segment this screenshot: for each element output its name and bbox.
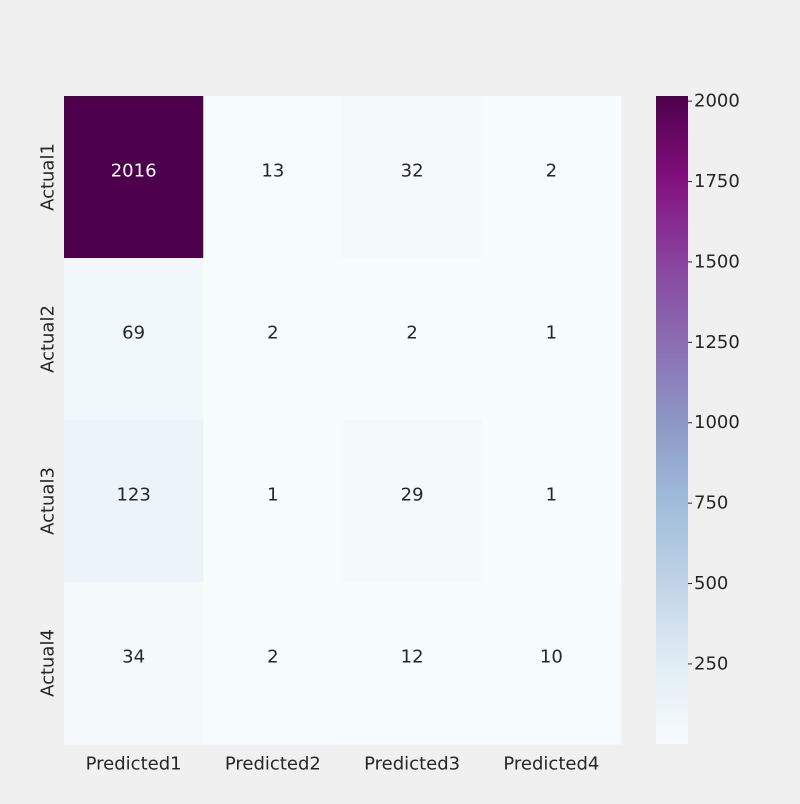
cell-value-label: 34 [122,647,145,668]
heatmap-cell-r2-c1 [64,258,204,421]
y-tick-label: Actual3 [38,467,59,535]
cell-value-label: 29 [401,485,424,506]
heatmap-cell-r2-c2 [203,258,343,421]
heatmap-cell-r4-c3 [342,582,483,745]
cell-value-label: 10 [540,647,563,668]
cell-value-label: 2016 [111,161,157,182]
heatmap-cell-r3-c2 [203,420,343,583]
y-tick-label: Actual4 [38,629,59,697]
heatmap-cell-r2-c3 [342,258,483,421]
y-tick-label: Actual2 [38,305,59,373]
x-tick-labels: Predicted1 Predicted2 Predicted3 Predicted4 [86,754,600,775]
colorbar-tick-label: 2000 [694,91,740,112]
cell-value-label: 2 [267,647,278,668]
cell-value-label: 2 [267,323,278,344]
heatmap-cell-r4-c2 [203,582,343,745]
x-tick-label: Predicted4 [503,754,599,775]
x-tick-label: Predicted3 [364,754,460,775]
colorbar-tick-label: 1750 [694,171,740,192]
cell-value-label: 2 [406,323,417,344]
colorbar-tick-label: 500 [694,573,728,594]
cell-value-label: 1 [546,485,557,506]
cell-value-label: 1 [546,323,557,344]
cell-value-label: 13 [261,161,284,182]
x-tick-label: Predicted1 [86,754,182,775]
cell-value-label: 2 [546,161,557,182]
cell-value-label: 123 [116,485,150,506]
cell-value-label: 32 [401,161,424,182]
heatmap-cell-r1-c1 [64,96,204,259]
colorbar-tick-label: 1000 [694,412,740,433]
cell-value-label: 69 [122,323,145,344]
colorbar-tick-label: 1250 [694,332,740,353]
x-tick-label: Predicted2 [225,754,321,775]
heatmap-cell-r3-c1 [64,420,204,583]
heatmap-cell-r4-c4 [481,582,622,745]
colorbar-tick-label: 250 [694,653,728,674]
y-tick-label: Actual1 [38,143,59,211]
heatmap-cell-r1-c4 [481,96,622,259]
heatmap-cells [64,96,622,745]
cell-value-label: 1 [267,485,278,506]
cell-value-label: 12 [401,647,424,668]
y-tick-labels: Actual1 Actual2 Actual3 Actual4 [38,143,59,697]
heatmap-cell-r3-c4 [481,420,622,583]
heatmap-cell-r1-c2 [203,96,343,259]
colorbar-tick-label: 1500 [694,251,740,272]
colorbar-tick-label: 750 [694,493,728,514]
colorbar: 250 500 750 1000 1250 1500 1750 2000 [656,91,740,744]
heatmap-cell-r1-c3 [342,96,483,259]
cell-annotations: 2016 13 32 2 69 2 2 1 123 1 29 1 34 2 12 10 [111,161,563,668]
heatmap-cell-r4-c1 [64,582,204,745]
heatmap-cell-r3-c3 [342,420,483,583]
heatmap-cell-r2-c4 [481,258,622,421]
colorbar-gradient [656,96,688,744]
